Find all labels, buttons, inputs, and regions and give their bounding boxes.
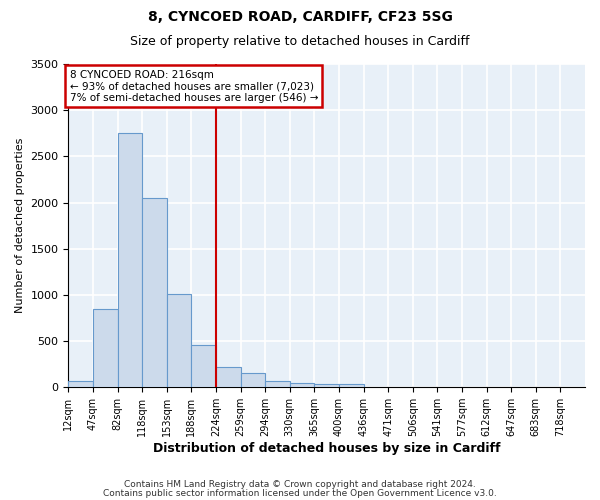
Text: 8 CYNCOED ROAD: 216sqm
← 93% of detached houses are smaller (7,023)
7% of semi-d: 8 CYNCOED ROAD: 216sqm ← 93% of detached…	[70, 70, 318, 102]
Bar	[314, 384, 339, 387]
Bar	[216, 367, 241, 387]
Bar	[93, 308, 118, 387]
Bar	[167, 294, 191, 387]
Text: Size of property relative to detached houses in Cardiff: Size of property relative to detached ho…	[130, 35, 470, 48]
Bar	[265, 381, 290, 387]
Text: Contains HM Land Registry data © Crown copyright and database right 2024.: Contains HM Land Registry data © Crown c…	[124, 480, 476, 489]
Bar	[118, 134, 142, 387]
Bar	[290, 382, 314, 387]
Bar	[339, 384, 364, 387]
Bar	[142, 198, 167, 387]
Bar	[191, 344, 216, 387]
Text: Contains public sector information licensed under the Open Government Licence v3: Contains public sector information licen…	[103, 488, 497, 498]
Y-axis label: Number of detached properties: Number of detached properties	[15, 138, 25, 314]
Bar	[68, 381, 93, 387]
Bar	[241, 374, 265, 387]
X-axis label: Distribution of detached houses by size in Cardiff: Distribution of detached houses by size …	[153, 442, 500, 455]
Text: 8, CYNCOED ROAD, CARDIFF, CF23 5SG: 8, CYNCOED ROAD, CARDIFF, CF23 5SG	[148, 10, 452, 24]
